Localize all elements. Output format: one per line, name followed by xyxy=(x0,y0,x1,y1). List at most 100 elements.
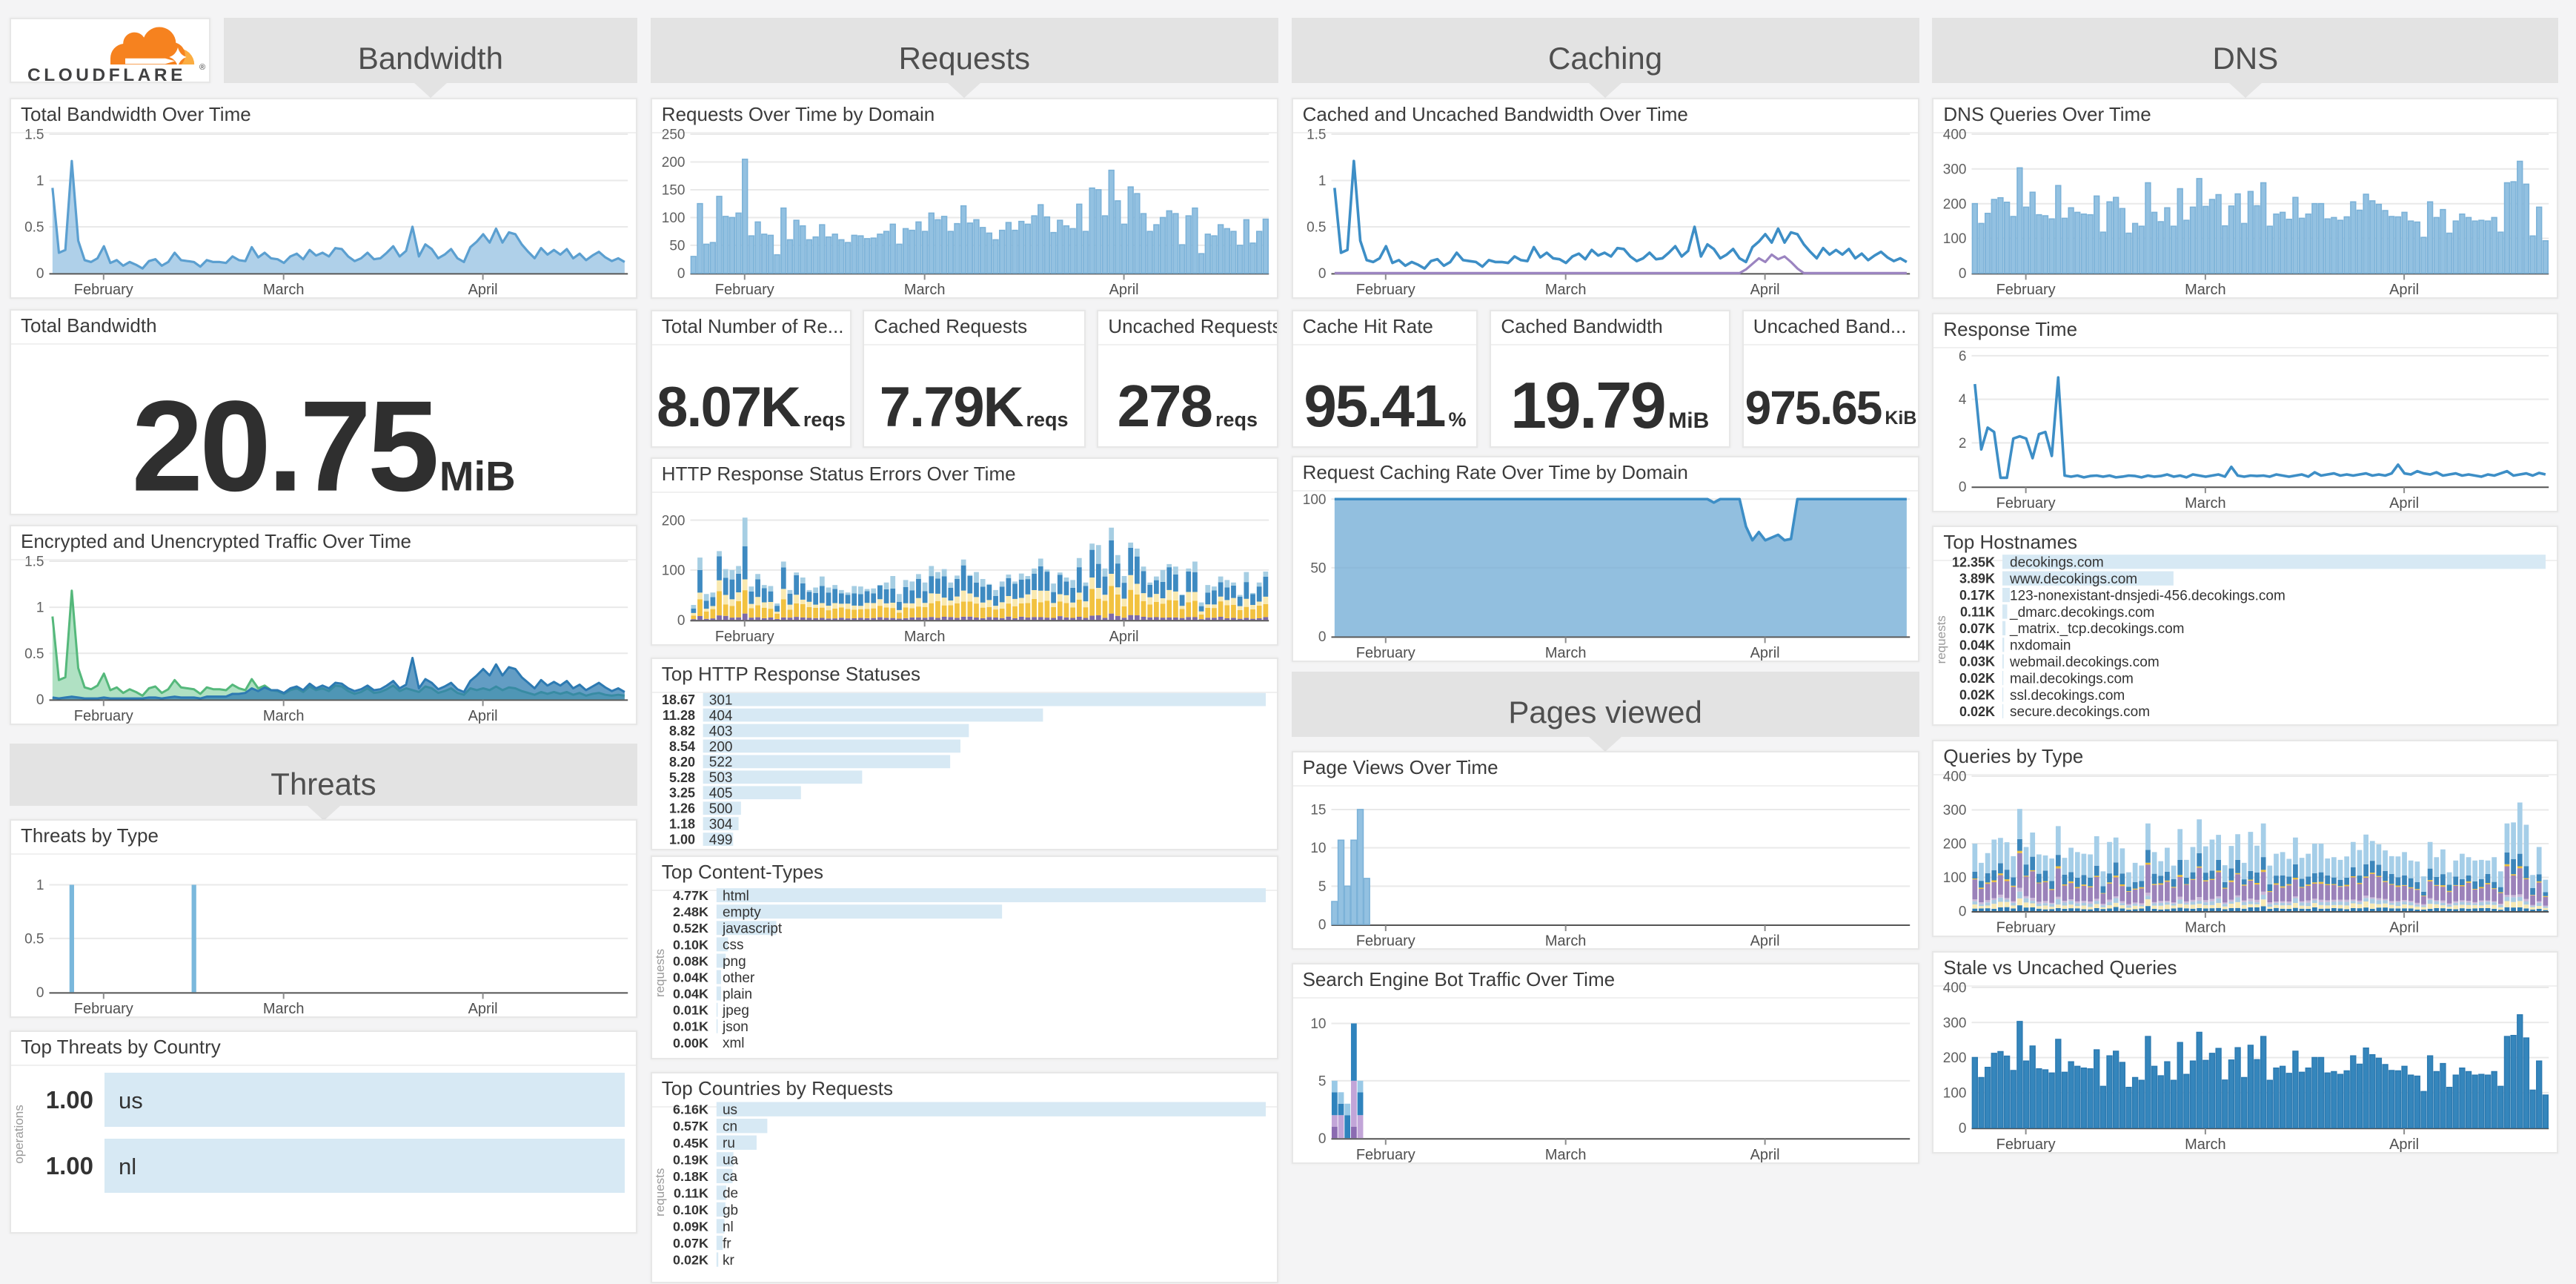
svg-text:0: 0 xyxy=(1318,917,1327,933)
svg-text:8.82: 8.82 xyxy=(669,724,695,738)
svg-text:1.00: 1.00 xyxy=(46,1086,93,1113)
svg-text:decokings.com: decokings.com xyxy=(2010,555,2104,571)
svg-text:1: 1 xyxy=(36,878,44,893)
svg-text:100: 100 xyxy=(1943,870,1967,886)
svg-text:json: json xyxy=(722,1019,748,1035)
svg-text:javascript: javascript xyxy=(722,921,783,937)
svg-text:8.54: 8.54 xyxy=(669,738,695,753)
svg-text:0.11K: 0.11K xyxy=(674,1185,708,1200)
svg-text:webmail.decokings.com: webmail.decokings.com xyxy=(2009,655,2160,670)
svg-text:499: 499 xyxy=(709,832,733,847)
svg-text:50: 50 xyxy=(669,239,685,254)
svg-text:0: 0 xyxy=(677,613,686,629)
svg-text:0.07K: 0.07K xyxy=(1959,621,1995,636)
svg-text:February: February xyxy=(1355,282,1415,298)
svg-text:0.04K: 0.04K xyxy=(673,987,708,1002)
svg-text:February: February xyxy=(1355,645,1415,661)
svg-text:100: 100 xyxy=(662,563,686,579)
svg-text:ssl.decokings.com: ssl.decokings.com xyxy=(2010,688,2125,704)
svg-text:0.52K: 0.52K xyxy=(673,921,708,936)
svg-text:0.04K: 0.04K xyxy=(1959,638,1995,652)
svg-text:March: March xyxy=(1545,1147,1587,1163)
svg-text:March: March xyxy=(904,629,946,645)
svg-text:February: February xyxy=(74,708,133,724)
svg-text:0.5: 0.5 xyxy=(24,932,44,947)
svg-text:1: 1 xyxy=(1318,173,1327,189)
svg-text:February: February xyxy=(1996,1136,2056,1153)
svg-text:15: 15 xyxy=(1310,802,1326,818)
svg-text:February: February xyxy=(1996,495,2056,512)
svg-text:March: March xyxy=(263,708,305,724)
svg-text:100: 100 xyxy=(662,211,686,226)
svg-text:100: 100 xyxy=(1943,1085,1967,1101)
svg-text:February: February xyxy=(715,282,774,298)
svg-text:February: February xyxy=(1355,1147,1415,1163)
svg-text:100: 100 xyxy=(1302,492,1326,508)
svg-text:503: 503 xyxy=(709,770,733,786)
svg-text:April: April xyxy=(2389,282,2419,298)
svg-text:March: March xyxy=(2185,920,2227,936)
svg-text:403: 403 xyxy=(709,724,733,739)
svg-text:250: 250 xyxy=(662,128,686,143)
svg-text:operations: operations xyxy=(12,1105,26,1163)
svg-text:fr: fr xyxy=(723,1236,731,1251)
svg-text:February: February xyxy=(1355,933,1415,949)
svg-text:0.10K: 0.10K xyxy=(673,1202,708,1217)
svg-text:304: 304 xyxy=(709,817,733,833)
svg-text:3.25: 3.25 xyxy=(669,785,695,800)
svg-text:8.20: 8.20 xyxy=(669,754,695,769)
svg-text:1.5: 1.5 xyxy=(24,128,44,143)
svg-text:0: 0 xyxy=(1959,1121,1967,1136)
svg-text:xml: xml xyxy=(723,1036,745,1052)
svg-text:png: png xyxy=(723,954,746,970)
svg-text:0.00K: 0.00K xyxy=(673,1036,708,1050)
svg-text:200: 200 xyxy=(662,514,686,529)
svg-text:5.28: 5.28 xyxy=(669,770,695,784)
svg-text:0: 0 xyxy=(1318,1131,1327,1147)
svg-text:0.01K: 0.01K xyxy=(673,1019,708,1034)
svg-text:0.02K: 0.02K xyxy=(1959,704,1995,719)
svg-text:other: other xyxy=(723,970,754,986)
svg-text:March: March xyxy=(904,282,946,298)
svg-text:March: March xyxy=(2185,1136,2227,1153)
svg-text:0.19K: 0.19K xyxy=(673,1152,708,1167)
svg-text:11.28: 11.28 xyxy=(663,708,695,723)
svg-text:4: 4 xyxy=(1959,393,1967,408)
svg-text:200: 200 xyxy=(1943,837,1967,853)
svg-text:405: 405 xyxy=(709,786,733,801)
svg-text:April: April xyxy=(468,708,498,724)
svg-text:April: April xyxy=(2389,920,2419,936)
svg-text:4.77K: 4.77K xyxy=(673,888,708,903)
svg-text:us: us xyxy=(119,1088,143,1113)
svg-text:100: 100 xyxy=(1943,231,1967,247)
svg-text:April: April xyxy=(1750,645,1779,661)
svg-text:0.5: 0.5 xyxy=(1307,220,1326,236)
svg-text:April: April xyxy=(1750,282,1779,298)
svg-text:March: March xyxy=(1545,933,1587,949)
svg-text:March: March xyxy=(2185,495,2227,512)
svg-text:0.45K: 0.45K xyxy=(673,1135,708,1150)
svg-text:0.02K: 0.02K xyxy=(1959,688,1995,703)
svg-text:requests: requests xyxy=(653,949,667,997)
svg-text:February: February xyxy=(715,629,774,645)
svg-text:1: 1 xyxy=(36,600,44,616)
svg-text:400: 400 xyxy=(1943,128,1967,143)
svg-text:April: April xyxy=(1750,1147,1779,1163)
svg-text:0.11K: 0.11K xyxy=(1960,605,1995,620)
svg-text:0: 0 xyxy=(1959,266,1967,282)
svg-text:0: 0 xyxy=(1959,480,1967,495)
svg-text:0.08K: 0.08K xyxy=(673,954,708,969)
svg-text:February: February xyxy=(1996,282,2056,298)
svg-text:1.5: 1.5 xyxy=(24,555,44,570)
svg-text:April: April xyxy=(2389,1136,2419,1153)
svg-text:jpeg: jpeg xyxy=(722,1003,749,1019)
svg-text:18.67: 18.67 xyxy=(662,692,695,707)
svg-text:March: March xyxy=(2185,282,2226,298)
svg-text:April: April xyxy=(468,282,498,298)
svg-text:200: 200 xyxy=(709,739,733,755)
